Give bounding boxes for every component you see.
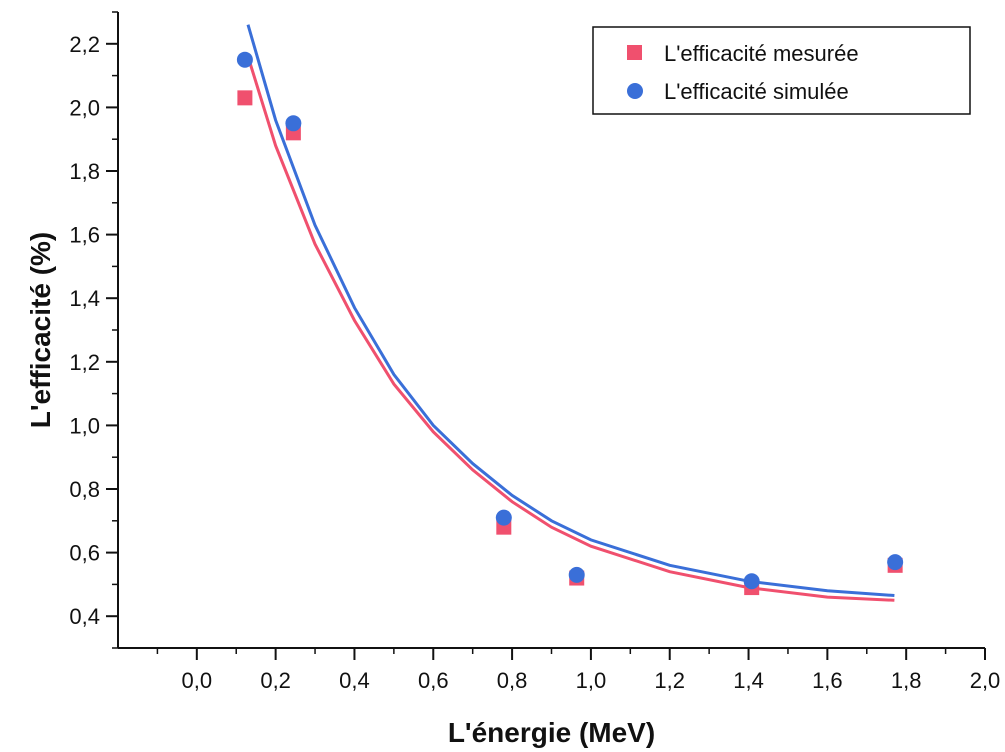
- legend-marker-circle: [627, 83, 643, 99]
- x-tick-label: 0,2: [260, 668, 291, 693]
- y-tick-label: 0,8: [69, 477, 100, 502]
- legend-label-simulated: L'efficacité simulée: [664, 79, 849, 104]
- x-tick-label: 1,2: [654, 668, 685, 693]
- x-axis-title: L'énergie (MeV): [448, 717, 655, 748]
- point-simulated: [495, 509, 512, 526]
- x-tick-label: 0,4: [339, 668, 370, 693]
- y-tick-label: 2,0: [69, 95, 100, 120]
- point-measured: [237, 90, 253, 106]
- y-tick-label: 1,6: [69, 223, 100, 248]
- y-tick-label: 1,2: [69, 350, 100, 375]
- x-tick-label: 1,8: [891, 668, 922, 693]
- legend-box: [592, 26, 971, 115]
- fit-curve-measured: [246, 56, 895, 602]
- x-tick-label: 0,6: [418, 668, 449, 693]
- x-tick-label: 1,0: [576, 668, 607, 693]
- data-points: [236, 51, 904, 596]
- y-tick-label: 2,2: [69, 32, 100, 57]
- legend-marker-square: [627, 45, 642, 60]
- point-simulated: [887, 554, 904, 571]
- x-tick-label: 1,4: [733, 668, 764, 693]
- point-simulated: [236, 51, 253, 68]
- y-tick-label: 0,4: [69, 604, 100, 629]
- y-tick-label: 0,6: [69, 541, 100, 566]
- fit-curve-simulated: [246, 24, 895, 597]
- x-tick-label: 1,6: [812, 668, 843, 693]
- x-tick-label: 2,0: [970, 668, 1001, 693]
- fit-curves: [246, 24, 895, 602]
- y-tick-label: 1,8: [69, 159, 100, 184]
- y-tick-label: 1,0: [69, 413, 100, 438]
- y-axis-title: L'efficacité (%): [25, 232, 56, 428]
- point-simulated: [743, 573, 760, 590]
- y-ticks: 0,4 0,6 0,8 1,0 1,2 1,4 1,6 1,8 2,0 2,2: [69, 11, 118, 649]
- x-ticks: 0,0 0,2 0,4 0,6 0,8 1,0 1,2 1,4 1,6 1,8 2,0: [156, 648, 1001, 693]
- point-simulated: [285, 115, 302, 132]
- legend-label-measured: L'efficacité mesurée: [664, 41, 859, 66]
- y-tick-label: 1,4: [69, 286, 100, 311]
- x-tick-label: 0,0: [182, 668, 213, 693]
- legend: L'efficacité mesurée L'efficacité simulé…: [592, 26, 971, 115]
- point-simulated: [568, 566, 585, 583]
- x-tick-label: 0,8: [497, 668, 528, 693]
